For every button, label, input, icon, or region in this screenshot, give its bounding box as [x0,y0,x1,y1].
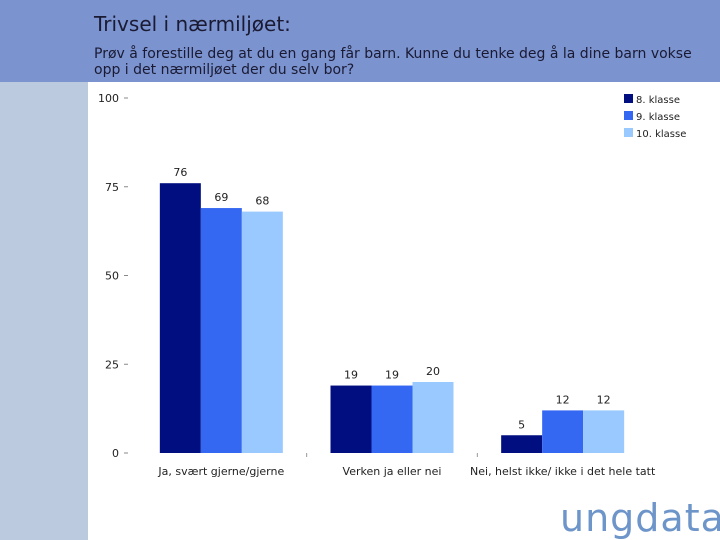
data-label: 69 [214,191,228,204]
page-title: Trivsel i nærmiljøet: [94,12,291,36]
data-label: 19 [344,369,358,382]
bar [159,183,201,453]
page-subtitle: Prøv å forestille deg at du en gang får … [94,46,692,78]
y-tick-label: 75 [105,181,119,194]
bar [241,211,283,453]
legend-swatch [624,94,633,103]
bar-chart: 0 25 50 75 100 76 69 68 Ja, svært gjerne/gjerne 1… [98,92,686,478]
y-tick-label: 50 [105,270,119,283]
header-bar [0,0,720,82]
data-label: 12 [556,393,570,406]
x-category-label: Ja, svært gjerne/gjerne [157,465,284,478]
data-label: 76 [173,166,187,179]
data-label: 12 [597,393,611,406]
bar [501,435,543,453]
legend-label: 8. klasse [636,95,680,106]
legend-label: 10. klasse [636,129,686,140]
data-label: 5 [518,418,525,431]
ungdata-logo: ungdata [560,496,720,540]
bar [412,382,454,453]
y-tick-label: 0 [112,447,119,460]
bar [583,410,625,453]
sidebar-panel [0,82,88,540]
y-tick-label: 25 [105,358,119,371]
x-category-label: Verken ja eller nei [343,465,442,478]
data-label: 19 [385,369,399,382]
legend-label: 9. klasse [636,112,680,123]
bar [330,385,372,453]
bar [200,208,242,453]
bar [542,410,584,453]
legend-swatch [624,128,633,137]
y-tick-label: 100 [98,92,119,105]
x-category-label: Nei, helst ikke/ ikke i det hele tatt [470,465,656,478]
data-label: 68 [255,195,269,208]
data-label: 20 [426,365,440,378]
legend-swatch [624,111,633,120]
bar [371,385,413,453]
